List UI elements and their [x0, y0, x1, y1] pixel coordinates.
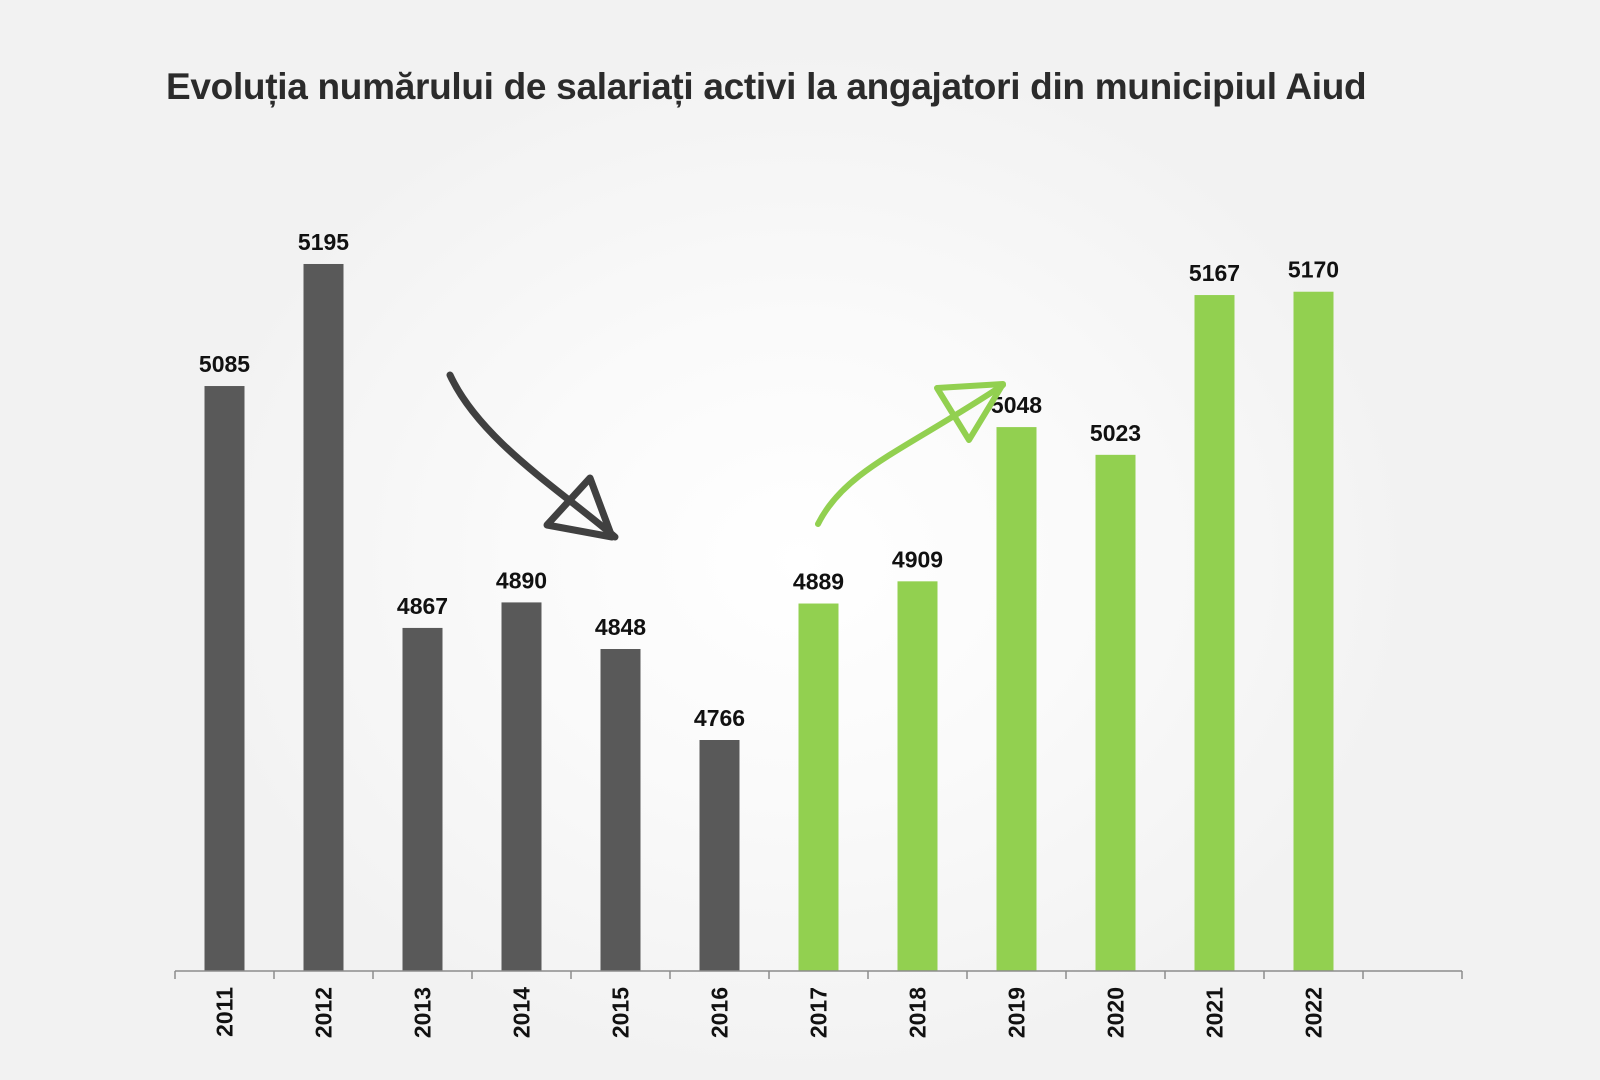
data-label-2014: 4890 — [496, 567, 547, 593]
x-tick-label-2011: 2011 — [212, 987, 238, 1037]
bar-2013 — [402, 627, 443, 971]
data-label-2019: 5048 — [991, 392, 1042, 418]
data-label-2013: 4867 — [397, 593, 448, 619]
x-tick-label-2018: 2018 — [905, 987, 931, 1038]
bar-2017 — [798, 603, 839, 971]
up-arrow-head — [934, 381, 1006, 443]
bar-2020 — [1095, 454, 1136, 972]
bar-2011 — [204, 386, 245, 971]
chart-title: Evoluția numărului de salariați activi l… — [166, 66, 1367, 107]
x-tick-label-2016: 2016 — [707, 987, 733, 1038]
x-axis — [174, 970, 1463, 979]
bar-2018 — [897, 581, 938, 971]
x-tick-label-2014: 2014 — [509, 987, 535, 1038]
x-tick-label-2020: 2020 — [1103, 987, 1129, 1038]
data-label-2022: 5170 — [1288, 257, 1339, 283]
data-label-2012: 5195 — [298, 229, 349, 255]
bar-2015 — [600, 649, 641, 971]
bar-2022 — [1293, 291, 1334, 972]
down-arrow-shaft — [446, 371, 619, 541]
data-label-2021: 5167 — [1189, 260, 1240, 286]
data-label-2020: 5023 — [1090, 420, 1141, 446]
x-tick-label-2017: 2017 — [806, 987, 832, 1038]
x-tick-label-2012: 2012 — [311, 987, 337, 1038]
bar-2012 — [303, 263, 344, 972]
x-tick-label-2019: 2019 — [1004, 987, 1030, 1038]
x-tick-label-2021: 2021 — [1202, 987, 1228, 1038]
bar-2016 — [699, 740, 740, 971]
data-label-2016: 4766 — [694, 705, 745, 731]
data-label-2015: 4848 — [595, 614, 646, 640]
down-arrow-head — [543, 474, 616, 541]
x-tick-labels: 2011 2012 2013 2014 2015 2016 2017 2018 2019 2020… — [212, 987, 1327, 1038]
x-tick-label-2015: 2015 — [608, 987, 634, 1038]
data-labels: 5085 5195 4867 4890 4848 4766 4889 4909 5048 5023… — [199, 229, 1339, 731]
trend-arrows — [446, 371, 1006, 541]
data-label-2011: 5085 — [199, 351, 250, 377]
bar-2021 — [1194, 295, 1235, 971]
data-label-2017: 4889 — [793, 569, 844, 595]
bars-layer — [204, 263, 1334, 972]
bar-2019 — [996, 427, 1037, 972]
data-label-2018: 4909 — [892, 546, 943, 572]
x-tick-label-2013: 2013 — [410, 987, 436, 1038]
up-arrow-shaft — [815, 382, 1006, 527]
x-tick-label-2022: 2022 — [1301, 987, 1327, 1038]
bar-2014 — [501, 602, 542, 971]
